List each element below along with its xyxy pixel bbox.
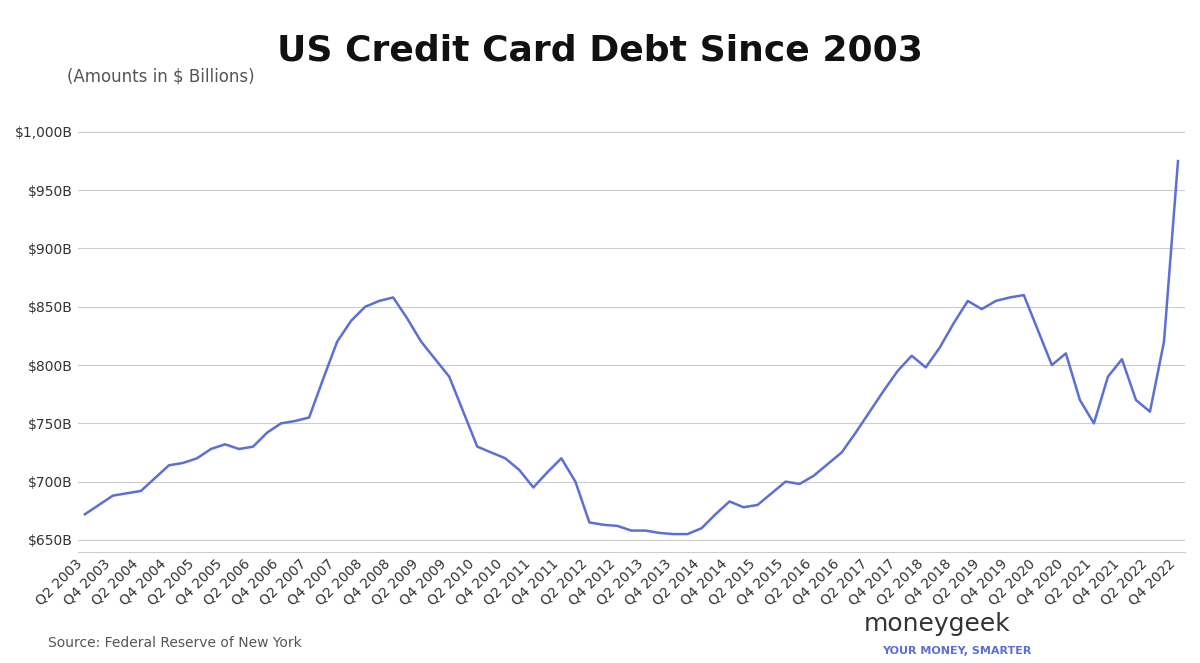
Text: YOUR MONEY, SMARTER: YOUR MONEY, SMARTER [882, 646, 1031, 656]
Text: US Credit Card Debt Since 2003: US Credit Card Debt Since 2003 [277, 33, 923, 67]
Text: (Amounts in $ Billions): (Amounts in $ Billions) [67, 68, 254, 86]
Text: Source: Federal Reserve of New York: Source: Federal Reserve of New York [48, 636, 301, 650]
Text: moneygeek: moneygeek [864, 613, 1010, 636]
